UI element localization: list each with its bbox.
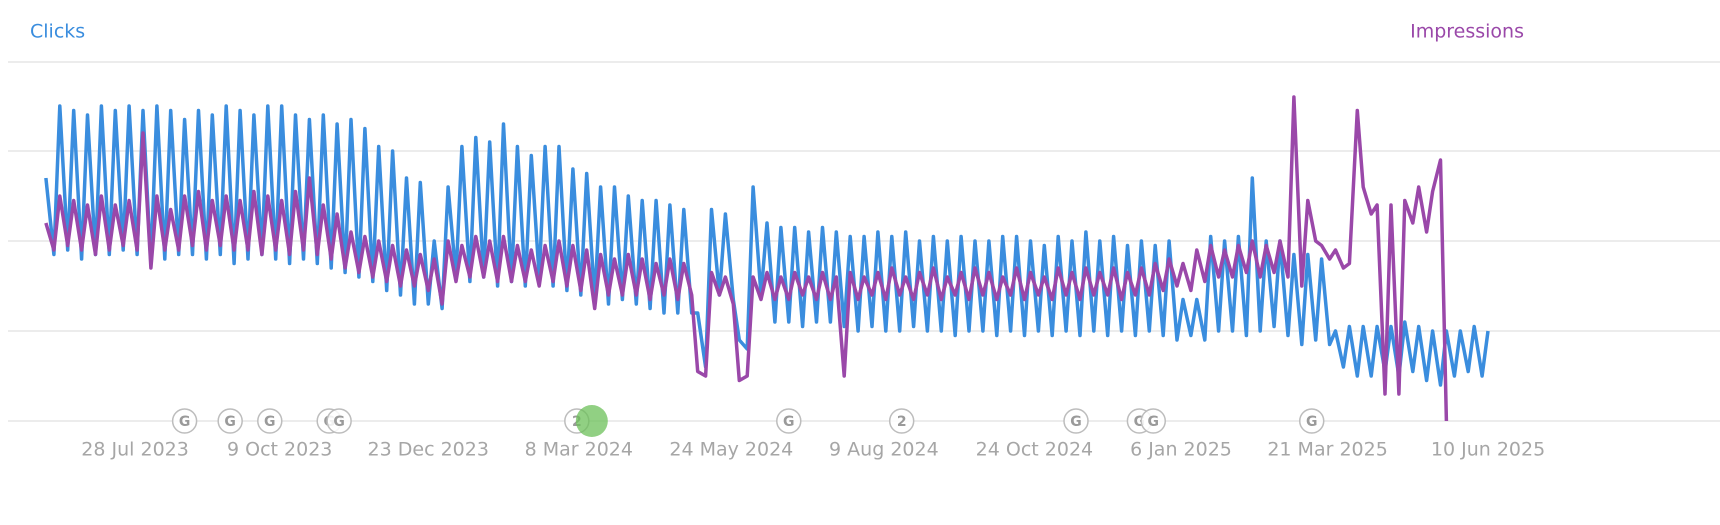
annotation-label: G bbox=[1306, 414, 1318, 430]
x-axis: 28 Jul 2023 9 Oct 2023 23 Dec 2023 8 Mar 20… bbox=[81, 439, 1545, 461]
annotation-marker bbox=[257, 408, 283, 434]
x-tick-label: 9 Oct 2023 bbox=[227, 439, 332, 461]
annotation-label: G bbox=[1070, 414, 1082, 430]
series-line bbox=[44, 95, 1449, 422]
annotation-highlight bbox=[575, 405, 608, 437]
annotation-label: G bbox=[333, 414, 345, 430]
annotations: GGGGG2G2GGGG bbox=[171, 405, 1325, 437]
annotation-marker bbox=[776, 408, 802, 434]
annotation-marker bbox=[217, 408, 243, 434]
annotation-label: G bbox=[264, 414, 276, 430]
annotation-label: G bbox=[1148, 414, 1160, 430]
annotation-marker bbox=[1298, 408, 1325, 434]
x-tick-label: 24 Oct 2024 bbox=[976, 439, 1093, 461]
series-line bbox=[44, 104, 1490, 387]
x-tick-label: 8 Mar 2024 bbox=[525, 439, 633, 461]
x-tick-label: 9 Aug 2024 bbox=[829, 439, 939, 461]
annotation-label: G bbox=[224, 414, 236, 430]
x-tick-label: 10 Jun 2025 bbox=[1431, 439, 1545, 461]
annotation-label: G bbox=[179, 414, 191, 430]
x-tick-label: 23 Dec 2023 bbox=[368, 439, 489, 461]
x-tick-label: 28 Jul 2023 bbox=[81, 439, 189, 461]
annotation-label: 2 bbox=[897, 414, 907, 430]
lines bbox=[44, 95, 1490, 422]
annotation-label: G bbox=[783, 414, 795, 430]
x-tick-label: 6 Jan 2025 bbox=[1130, 439, 1232, 461]
annotation-marker bbox=[888, 408, 915, 434]
annotation-marker bbox=[1063, 408, 1089, 434]
x-tick-label: 21 Mar 2025 bbox=[1267, 439, 1387, 461]
annotation-marker bbox=[326, 408, 352, 434]
x-tick-label: 24 May 2024 bbox=[669, 439, 793, 461]
annotation-marker bbox=[171, 408, 198, 434]
legend-clicks[interactable]: Clicks bbox=[30, 21, 85, 43]
annotation-marker bbox=[1140, 408, 1167, 434]
legend-impressions[interactable]: Impressions bbox=[1410, 21, 1524, 43]
annotation-label: G bbox=[1134, 414, 1146, 430]
